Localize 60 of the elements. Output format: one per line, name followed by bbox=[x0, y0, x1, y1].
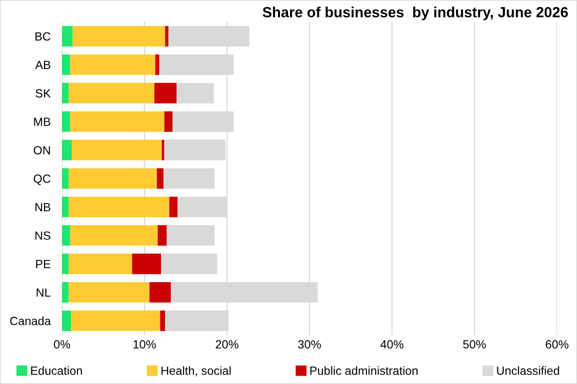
chart-title: Share of businesses by industry, June 2026 bbox=[262, 6, 568, 20]
bar bbox=[72, 140, 162, 160]
bar bbox=[163, 168, 215, 189]
x-tick-label: 30% bbox=[298, 340, 321, 349]
bar bbox=[70, 111, 164, 132]
bar bbox=[62, 310, 72, 332]
bar bbox=[158, 225, 167, 246]
bar bbox=[161, 254, 218, 274]
y-tick-label: AB bbox=[35, 60, 50, 69]
legend-label: Health, social bbox=[162, 366, 231, 376]
y-tick-label: SK bbox=[36, 89, 51, 98]
bar bbox=[68, 196, 170, 218]
bar bbox=[62, 196, 69, 218]
legend-label: Education bbox=[31, 366, 82, 375]
y-tick-label: NL bbox=[36, 288, 50, 297]
bar bbox=[62, 140, 72, 160]
x-tick-label: 20% bbox=[216, 340, 238, 349]
bar bbox=[62, 254, 69, 274]
y-tick-label: NB bbox=[35, 203, 50, 212]
bar bbox=[176, 82, 214, 104]
y-tick-label: BC bbox=[35, 32, 50, 41]
bar bbox=[70, 225, 158, 246]
x-tick-label: 0% bbox=[54, 340, 70, 349]
y-tick-label: PE bbox=[36, 260, 50, 268]
bar bbox=[62, 82, 69, 104]
x-tick-label: 10% bbox=[134, 340, 156, 349]
bar bbox=[165, 26, 168, 46]
bar bbox=[62, 168, 69, 189]
bar bbox=[68, 168, 157, 189]
bar bbox=[164, 111, 173, 132]
bar bbox=[166, 225, 215, 246]
bar bbox=[62, 282, 69, 303]
x-tick-label: 40% bbox=[380, 340, 404, 349]
bar bbox=[154, 82, 177, 104]
legend-label: Public administration bbox=[310, 366, 418, 375]
bar bbox=[156, 168, 164, 189]
y-tick-label: NS bbox=[35, 231, 50, 240]
bar bbox=[68, 282, 150, 303]
bar bbox=[71, 310, 160, 332]
x-tick-label: 50% bbox=[463, 340, 486, 349]
bar bbox=[68, 82, 154, 104]
legend-label: Unclassified bbox=[497, 366, 560, 375]
bar bbox=[72, 26, 166, 46]
y-tick-label: ON bbox=[34, 146, 50, 154]
bar bbox=[62, 111, 70, 132]
y-tick-label: QC bbox=[34, 174, 50, 186]
x-tick-label: 60% bbox=[546, 340, 568, 349]
y-tick-label: MB bbox=[34, 118, 50, 126]
bar bbox=[160, 310, 166, 332]
bar bbox=[162, 140, 164, 160]
bar bbox=[132, 254, 161, 274]
bar bbox=[169, 196, 178, 218]
bar bbox=[62, 225, 70, 246]
bar bbox=[62, 26, 73, 46]
bar bbox=[149, 282, 171, 303]
bar bbox=[70, 54, 156, 75]
bar bbox=[68, 254, 132, 274]
bar bbox=[155, 54, 160, 75]
bar bbox=[62, 54, 70, 75]
y-tick-label: Canada bbox=[10, 316, 51, 326]
